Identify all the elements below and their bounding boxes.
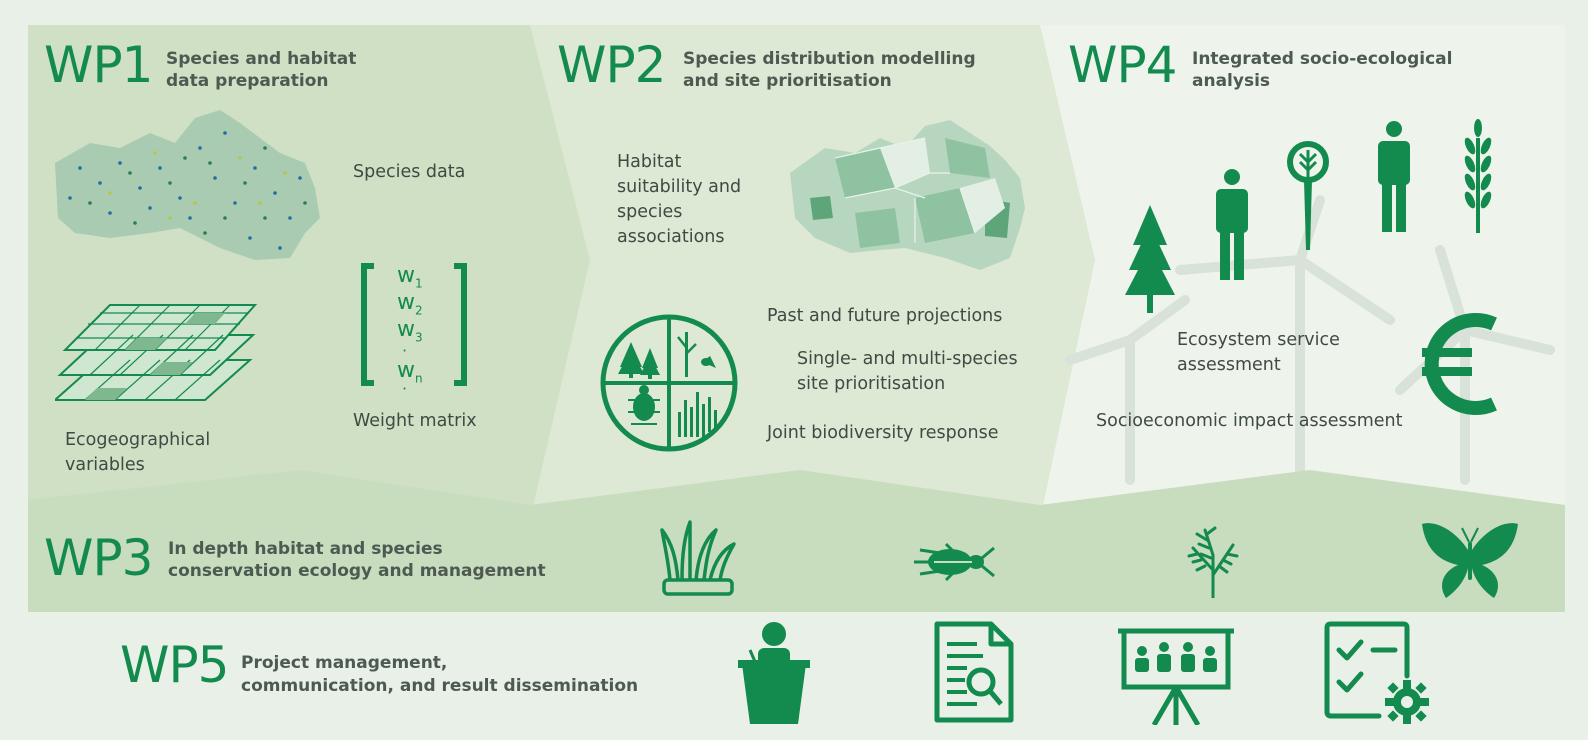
matrix-w2: w2 [397,290,423,318]
species-data-text: Species data [353,162,466,182]
habitat-line4: associations [617,227,725,247]
wp5-label: WP5 [120,636,229,694]
suitability-map-icon [790,120,1025,270]
wp1-title-line2: data preparation [166,71,329,91]
wp3-label: WP3 [44,529,153,587]
person-icon [1216,169,1248,280]
wp4-title-line2: analysis [1192,71,1271,91]
ecogeographical-line1: Ecogeographical [65,430,211,450]
person-icon-2 [1378,121,1410,232]
latvia-map-icon [55,110,320,260]
single-line1: Single- and multi-species [797,349,1018,369]
site-prioritisation-text: Single- and multi-species site prioritis… [797,347,1018,397]
wp4-title: Integrated socio-ecological analysis [1192,48,1452,92]
wp4-title-line1: Integrated socio-ecological [1192,49,1453,69]
ecogeographical-line2: variables [65,455,145,475]
wp3-title: In depth habitat and species conservatio… [168,538,546,582]
single-line2: site prioritisation [797,374,946,394]
habitat-circle-icon [600,314,738,452]
matrix-dots: · · · [402,341,408,398]
habitat-line2: suitability and [617,177,742,197]
ecosystem-line2: assessment [1177,355,1281,375]
wp1-label: WP1 [44,36,153,94]
wp4-label: WP4 [1068,36,1177,94]
wp5-title-line1: Project management, [241,653,448,673]
wp2-title-line2: and site prioritisation [683,71,892,91]
past-future-text: Past and future projections [767,306,1003,326]
wp1-title: Species and habitat data preparation [166,48,356,92]
document-search-icon [934,621,1014,723]
butterfly-icon [1422,523,1518,598]
habitat-suitability-text: Habitat suitability and species associat… [617,150,741,250]
habitat-line3: species [617,202,683,222]
euro-icon [1422,313,1497,415]
beetle-icon [914,542,995,582]
matrix-wn: wn [397,358,423,386]
matrix-w3: w3 [397,317,423,345]
grass-icon [660,520,736,596]
wp2-label: WP2 [557,36,666,94]
wp2-title-line1: Species distribution modelling [683,49,976,69]
weight-matrix-bracket-icon [361,263,467,386]
wp2-title: Species distribution modelling and site … [683,48,976,92]
plant-sprig-icon [1187,526,1239,598]
checklist-gear-icon [1324,621,1429,724]
presentation-board-icon [1118,628,1234,725]
socioeconomic-text: Socioeconomic impact assessment [1096,411,1403,431]
matrix-w1: w1 [397,263,423,291]
round-tree-icon [1287,141,1329,250]
weight-matrix-text: Weight matrix [353,411,477,431]
ecosystem-service-text: Ecosystem service assessment [1177,328,1340,378]
ecogeographical-text: Ecogeographical variables [65,428,210,478]
speaker-podium-icon [738,622,810,724]
wp5-title: Project management, communication, and r… [241,652,638,698]
tree-icon [1125,205,1175,313]
grid-layers-icon [55,304,258,401]
wheat-icon [1464,119,1492,233]
joint-biodiversity-text: Joint biodiversity response [767,423,999,443]
habitat-line1: Habitat [617,152,682,172]
wp5-title-line2: communication, and result dissemination [241,676,639,696]
wp3-title-line2: conservation ecology and management [168,561,546,581]
ecosystem-line1: Ecosystem service [1177,330,1340,350]
wp3-title-line1: In depth habitat and species [168,539,443,559]
wp1-title-line1: Species and habitat [166,49,357,69]
